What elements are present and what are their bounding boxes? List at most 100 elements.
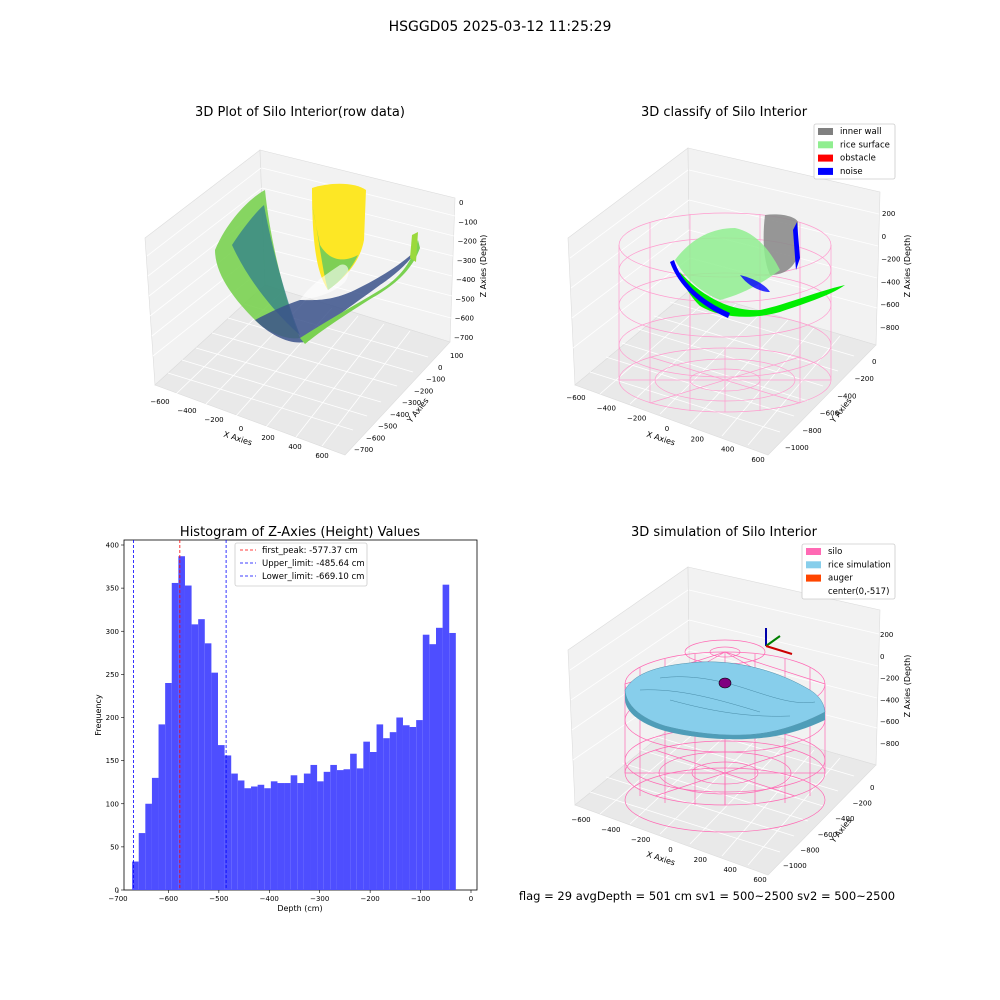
x-tick-label: −400 [597,404,616,412]
legend-label: Upper_limit: -485.64 cm [262,559,365,569]
histogram-bar [145,803,152,890]
histogram-bar [217,745,225,890]
y-tick-label: −500 [378,423,397,431]
histogram-bar [158,724,166,890]
x-tick-label: −300 [310,895,329,903]
histogram-bar [270,781,278,890]
panel2-xlabel: X Axies [645,430,676,448]
histogram-bar [257,784,265,890]
y-tick-label: 250 [106,671,119,679]
z-tick-label: −200 [458,238,477,246]
histogram-bar [383,738,390,890]
histogram-bar [151,777,159,890]
z-tick-label: 200 [882,210,895,218]
cloud-floor [255,248,418,343]
x-tick-label: −200 [204,416,223,424]
panel-raw-3d-plot: 3D Plot of Silo Interior(row data) [144,105,488,460]
x-tick-label: 200 [261,434,274,442]
histogram-bar [376,724,384,890]
auger-marker [718,677,732,689]
panel4-rice-surface [624,661,826,740]
cloud-right-edge [410,232,418,262]
rice-simulation-mesh [639,676,816,717]
x-tick-label: 200 [694,856,707,864]
legend-swatch [806,574,821,582]
x-tick-label: 0 [665,425,669,433]
panel2-y-ticks: 0 −200 −400 −600 −800 −1000 [785,358,876,452]
cloud-highlight [300,264,349,300]
y-tick-label: −200 [853,800,872,808]
histogram-bar [204,643,212,890]
histogram-bar [356,768,364,890]
x-tick-label: 0 [469,895,473,903]
y-tick-label: −200 [855,375,874,383]
panel2-legend-box [813,123,896,180]
legend-label: obstacle [840,154,876,164]
histogram-bar [350,753,357,890]
histogram-bar [237,780,245,890]
legend-label: noise [840,167,863,177]
histogram-bar [389,732,397,890]
panel4-y-ticks: 0 −200 −400 −600 −800 −1000 [783,784,874,870]
x-tick-label: 400 [288,443,301,451]
histogram-bar [178,556,185,890]
panel2-z-ticks: 200 0 −200 −400 −600 −800 [880,210,900,332]
histogram-bar [191,624,199,890]
z-tick-label: −500 [455,295,474,303]
z-tick-label: −100 [458,218,477,226]
x-tick-label: −200 [361,895,380,903]
y-tick-label: 100 [106,800,119,808]
legend-label: silo [828,547,842,557]
histogram-xlabel: Depth (cm) [277,904,322,913]
y-tick-label: 150 [106,757,119,765]
panel2-title: 3D classify of Silo Interior [641,105,808,120]
y-tick-label: 0 [870,784,874,792]
histogram-y-ticks: 0 50 100 150 200 250 300 350 400 [106,542,124,895]
histogram-bar [284,783,291,890]
panel2-zlabel: Z Axies (Depth) [903,235,912,298]
histogram-bar [297,783,304,890]
panel1-z-ticks: 0 −100 −200 −300 −400 −500 −600 −700 [454,199,478,342]
panel2-silo-wireframe [618,212,832,413]
histogram-bar [244,788,252,890]
histogram-x-ticks: −700 −600 −500 −400 −300 −200 −100 0 [108,890,473,903]
x-tick-label: −200 [631,836,650,844]
x-tick-label: −400 [260,895,279,903]
x-tick-label: 400 [721,446,734,454]
cloud-right-rim [300,240,420,344]
x-tick-label: −700 [108,895,127,903]
panel2-x-ticks: −600 −400 −200 0 200 400 600 [566,394,764,464]
y-tick-label: −800 [800,846,819,854]
legend-label: first_peak: -577.37 cm [262,546,358,556]
y-tick-label: 0 [115,887,119,895]
z-tick-label: −600 [880,718,899,726]
histogram-bar [224,755,232,890]
histogram-bar [396,717,403,890]
panel2-legend: inner wall rice surface obstacle noise [813,123,896,180]
histogram-bar [330,764,337,890]
y-tick-label: 350 [106,585,119,593]
x-tick-label: −600 [571,816,590,824]
orientation-x-axis [765,645,793,655]
histogram-bar [264,788,271,890]
histogram-bar [198,619,205,890]
y-tick-label: −600 [366,434,385,442]
x-tick-label: 0 [239,425,243,433]
legend-swatch [818,167,833,175]
x-tick-label: −400 [177,407,196,415]
y-tick-label: 400 [106,542,119,550]
z-tick-label: −200 [881,256,900,264]
y-tick-label: −400 [837,392,856,400]
panel1-zlabel: Z Axies (Depth) [479,235,488,298]
y-tick-label: 300 [106,628,119,636]
histogram-bar [184,585,192,890]
histogram-bar [165,683,172,890]
histogram-bar [336,770,344,890]
y-tick-label: −600 [818,831,837,839]
legend-swatch [806,561,821,569]
histogram-bar [363,741,370,890]
histogram-bar [310,764,318,890]
x-tick-label: 600 [315,452,328,460]
x-tick-label: 200 [691,435,704,443]
histogram-bar [323,771,331,890]
